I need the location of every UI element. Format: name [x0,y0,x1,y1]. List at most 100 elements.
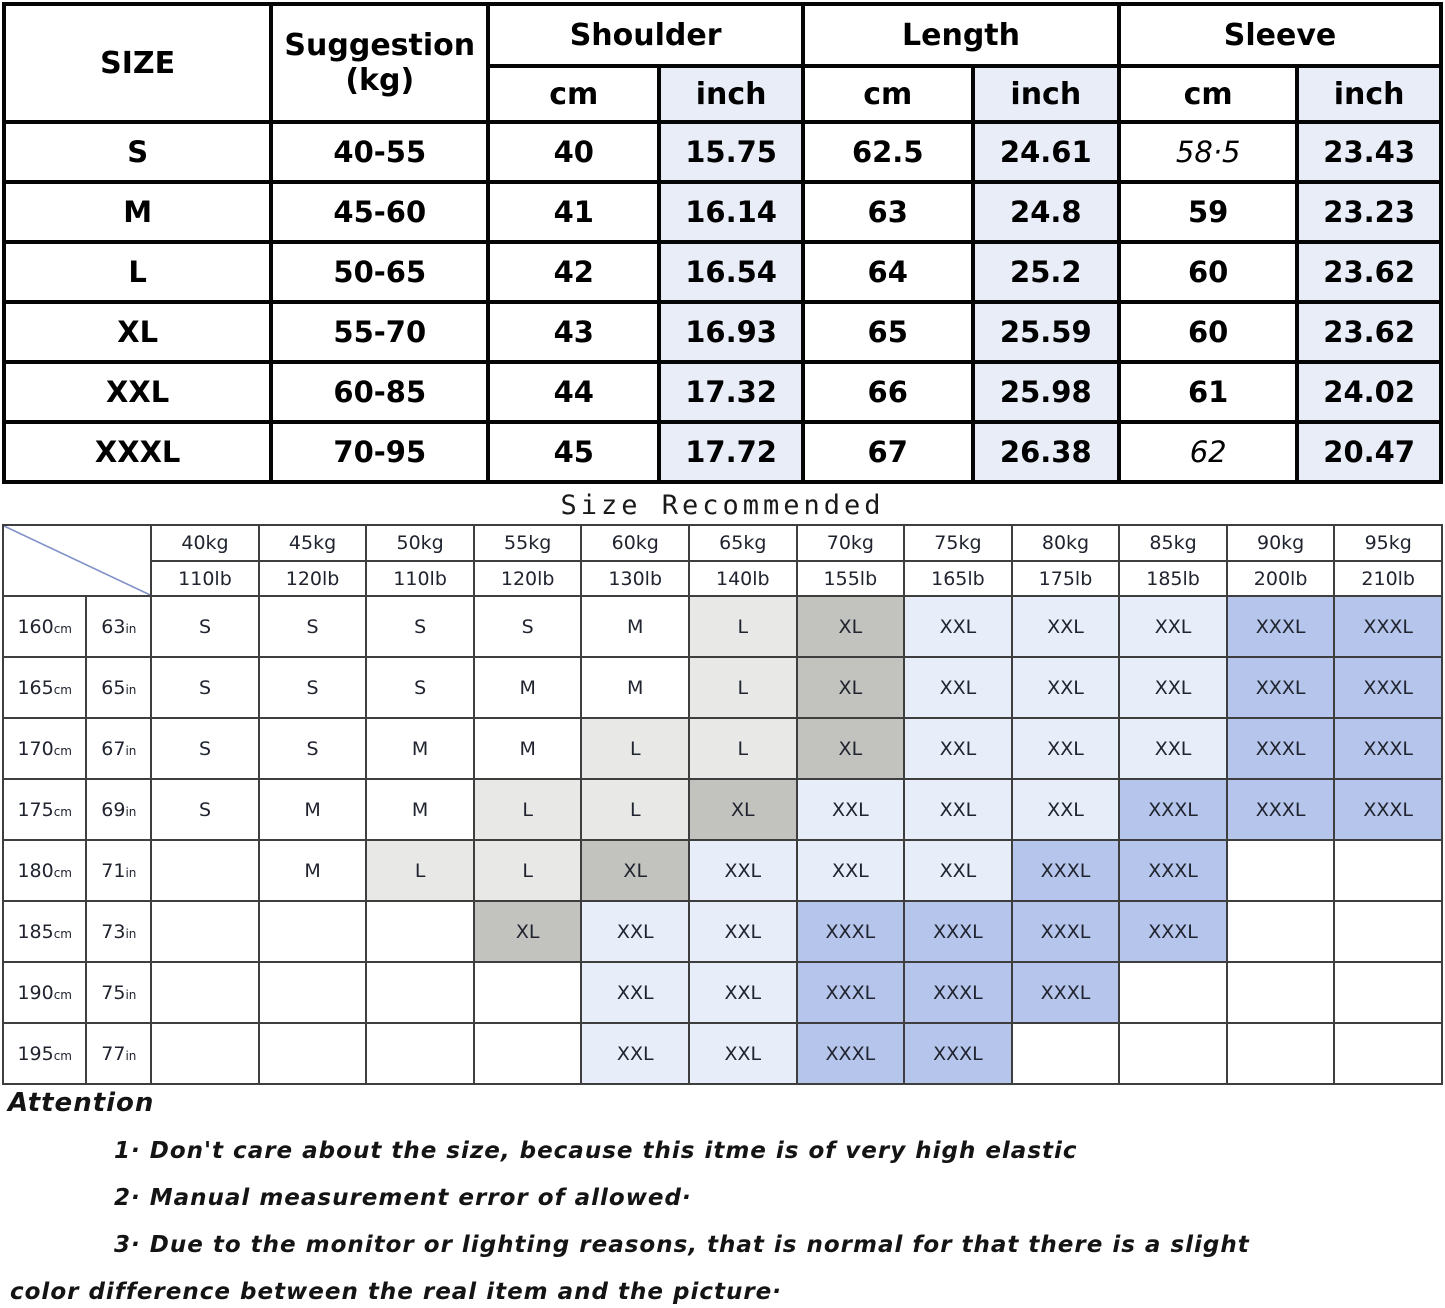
height-in-cell: 63in [85,595,153,658]
size-recommend-cell [1118,1022,1228,1085]
size-recommend-cell: XXXL [903,961,1013,1024]
height-in-cell: 77in [85,1022,153,1085]
size-recommend-cell: XXXL [1333,656,1443,719]
weight-lb-header: 130lb [580,560,691,597]
height-in-cell: 73in [85,900,153,963]
sleeve-inch-cell: 23.43 [1295,120,1443,184]
height-in-cell: 65in [85,656,153,719]
size-recommend-cell: L [472,778,583,841]
size-recommend-cell [1333,961,1443,1024]
weight-kg-header: 70kg [795,524,906,562]
suggestion-kg-cell: 40-55 [269,120,491,184]
size-label-cell: XL [1,300,274,364]
attention-note-1: 1· Don't care about the size, because th… [114,1138,1078,1164]
size-recommend-cell: S [150,717,260,780]
size-recommend-cell: L [688,717,798,780]
spec-group-header-row: SIZE Suggestion (kg) Shoulder Length Sle… [1,2,1443,124]
size-recommend-cell [472,961,583,1024]
weight-lb-header: 185lb [1118,560,1228,597]
suggestion-header-line1: Suggestion [284,28,476,63]
suggestion-kg-cell: 70-95 [269,420,491,484]
shoulder-inch-header: inch [657,64,805,124]
sleeve-cm-cell: 61 [1117,360,1300,424]
weight-lb-header: 110lb [365,560,475,597]
size-recommend-table: 40kg 45kg 50kg 55kg 60kg 65kg 70kg 75kg 80kg 85kg… [1,524,1443,1085]
weight-kg-header: 75kg [903,524,1013,562]
recommend-row-180cm: 180cm 71in M L L XL XXL XXL XXL XXXL XXXL [1,839,1443,902]
sleeve-group-header: Sleeve [1117,2,1443,68]
weight-kg-header: 80kg [1010,524,1121,562]
shoulder-cm-cell: 43 [486,300,662,364]
sleeve-inch-cell: 23.62 [1295,300,1443,364]
size-recommend-cell: XXL [1118,717,1228,780]
size-recommend-cell: M [365,717,475,780]
spec-unit-header-row: cm inch cm inch cm inch [4,64,1443,124]
size-recommend-cell: L [688,656,798,719]
length-cm-header: cm [800,64,975,124]
size-recommend-cell: M [365,778,475,841]
weight-kg-header: 40kg [150,524,260,562]
size-label-cell: L [1,240,274,304]
length-cm-cell: 63 [800,180,975,244]
recommend-row-165cm: 165cm 65in S S S M M L XL XXL XXL XXL XXXL XXXL [1,656,1443,719]
weight-kg-header: 45kg [257,524,368,562]
weight-kg-header: 85kg [1118,524,1228,562]
size-recommend-cell: S [150,778,260,841]
sleeve-inch-cell: 23.62 [1295,240,1443,304]
attention-heading: Attention [8,1088,155,1118]
size-recommend-cell [365,900,475,963]
size-recommend-cell: XXL [1010,717,1121,780]
size-recommend-cell [150,839,260,902]
size-recommend-cell: XXL [1010,656,1121,719]
size-recommend-cell: L [365,839,475,902]
size-row-xl: XL 55-70 43 16.93 65 25.59 60 23.62 [1,300,1443,364]
height-in-cell: 69in [85,778,153,841]
size-label-cell: XXXL [1,420,274,484]
sleeve-cm-cell: 59 [1117,180,1300,244]
size-row-xxl: XXL 60-85 44 17.32 66 25.98 61 24.02 [1,360,1443,424]
length-inch-cell: 25.59 [970,300,1122,364]
attention-note-3-continued: color difference between the real item a… [10,1279,783,1305]
weight-lb-header: 140lb [688,560,798,597]
size-recommend-cell: M [257,778,368,841]
shoulder-cm-cell: 41 [486,180,662,244]
weight-kg-header: 90kg [1225,524,1336,562]
height-cm-cell: 190cm [1,961,88,1024]
size-recommend-cell: XXL [1010,595,1121,658]
size-recommend-cell: M [580,656,691,719]
size-recommend-cell [1225,900,1336,963]
sleeve-inch-cell: 24.02 [1295,360,1443,424]
size-recommend-cell [1333,839,1443,902]
shoulder-inch-cell: 15.75 [657,120,805,184]
length-cm-cell: 66 [800,360,975,424]
size-recommend-cell: XXXL [1333,595,1443,658]
weight-kg-header: 50kg [365,524,475,562]
size-column-header: SIZE [1,2,274,124]
size-recommend-cell: XXL [580,961,691,1024]
suggestion-kg-cell: 50-65 [269,240,491,304]
height-in-cell: 71in [85,839,153,902]
recommend-row-185cm: 185cm 73in XL XXL XXL XXXL XXXL XXXL XXXL [1,900,1443,963]
height-cm-cell: 160cm [1,595,88,658]
attention-note-2: 2· Manual measurement error of allowed· [114,1185,692,1211]
weight-lb-header: 200lb [1225,560,1336,597]
size-recommend-cell [1225,839,1336,902]
size-recommend-cell: L [688,595,798,658]
recommend-row-195cm: 195cm 77in XXL XXL XXXL XXXL [1,1022,1443,1085]
suggestion-kg-cell: 55-70 [269,300,491,364]
size-recommend-cell: XXL [903,839,1013,902]
size-recommend-cell: XXL [903,595,1013,658]
size-recommend-cell [1225,961,1336,1024]
suggestion-column-header: Suggestion (kg) [269,2,491,124]
weight-kg-header-row: 40kg 45kg 50kg 55kg 60kg 65kg 70kg 75kg 80kg 85kg… [1,524,1443,597]
recommend-table-title: Size Recommended [560,490,885,521]
size-recommend-cell: XXL [1010,778,1121,841]
shoulder-cm-cell: 42 [486,240,662,304]
recommend-row-160cm: 160cm 63in S S S S M L XL XXL XXL XXL XXXL XXXL [1,595,1443,658]
length-group-header: Length [800,2,1122,68]
suggestion-header-line2: (kg) [345,63,415,98]
size-recommend-cell: XXL [795,778,906,841]
size-recommend-cell [150,1022,260,1085]
size-recommend-cell: XL [795,595,906,658]
